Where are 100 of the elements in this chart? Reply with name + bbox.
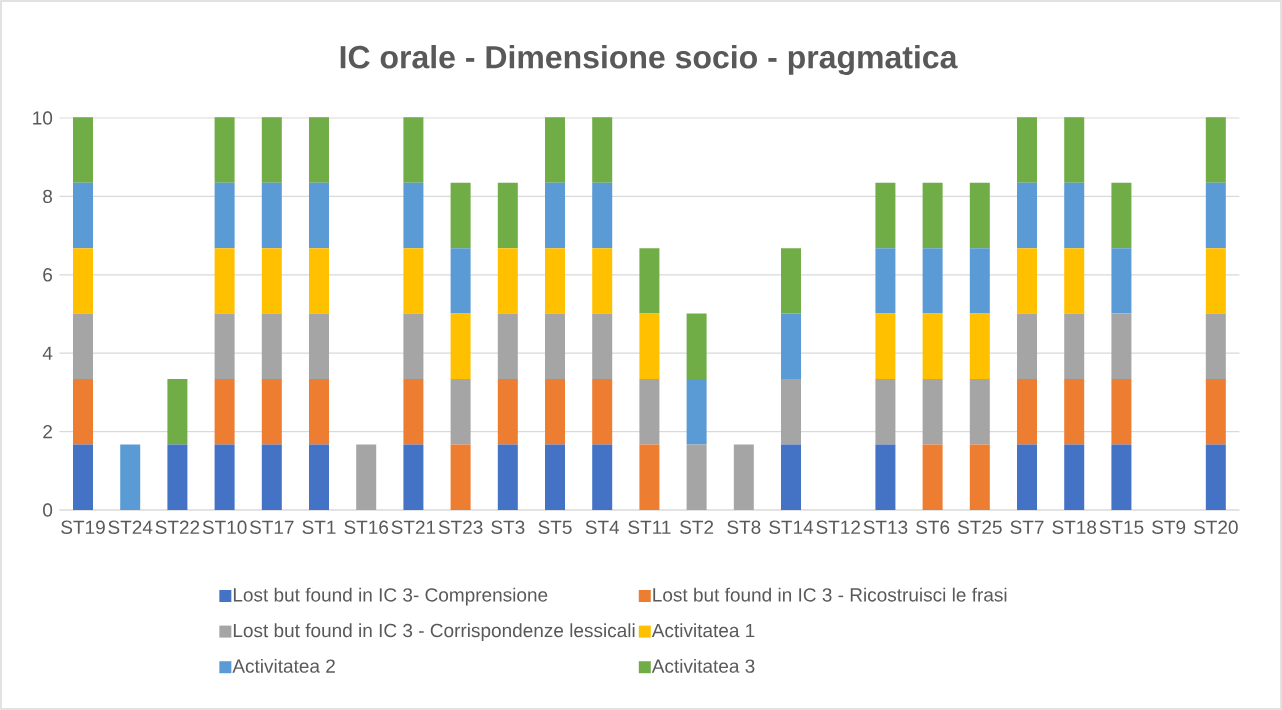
bar [309, 313, 329, 380]
bar [592, 379, 613, 445]
bar [545, 248, 566, 314]
bar [922, 182, 943, 249]
x-tick-label: ST25 [957, 520, 1002, 534]
bar [261, 313, 282, 380]
bar [1111, 182, 1132, 249]
bar [1017, 117, 1038, 183]
bar [592, 313, 613, 380]
x-tick-label: ST9 [1152, 520, 1186, 534]
bar [261, 248, 282, 314]
bar [1205, 379, 1226, 445]
bar [1064, 117, 1085, 183]
bar [309, 248, 329, 314]
bar [1205, 248, 1226, 314]
bar [639, 248, 660, 314]
bar [1064, 313, 1085, 380]
x-tick-label: ST12 [816, 520, 860, 534]
bar [497, 248, 518, 314]
bar [922, 379, 943, 445]
bar [1017, 379, 1038, 445]
bar [214, 117, 235, 183]
x-tick-label: ST22 [155, 520, 200, 534]
x-tick-label: ST18 [1052, 520, 1097, 534]
bar [450, 444, 471, 510]
legend-label: Lost but found in IC 3 - Ricostruisci le frasi [653, 587, 1007, 602]
x-tick-label: ST1 [302, 520, 336, 534]
x-tick-label: ST7 [1010, 520, 1044, 534]
bar [73, 182, 93, 249]
bar [356, 444, 377, 510]
bar [781, 379, 802, 445]
bar [1205, 117, 1226, 183]
bar [1111, 379, 1132, 445]
x-tick-label: ST3 [491, 520, 525, 534]
bar [309, 379, 329, 445]
bar [1064, 444, 1085, 510]
bar [639, 313, 660, 380]
bar [214, 248, 235, 314]
bar [1064, 379, 1085, 445]
bar [450, 182, 471, 249]
x-tick-label: ST23 [438, 520, 483, 534]
x-tick-label: ST15 [1099, 520, 1144, 534]
x-tick-label: ST24 [108, 520, 153, 534]
bar [545, 444, 566, 510]
x-tick-label: ST6 [916, 520, 950, 534]
y-tick-label: 4 [42, 346, 53, 360]
bar [969, 248, 990, 314]
x-tick-label: ST8 [727, 520, 761, 534]
bar [545, 379, 566, 445]
bar [639, 379, 660, 445]
bar [875, 248, 896, 314]
bar [1064, 182, 1085, 249]
bar [875, 379, 896, 445]
bar [403, 313, 424, 380]
bar [214, 182, 235, 249]
bar [120, 444, 141, 510]
bar [497, 313, 518, 380]
bar [1205, 444, 1226, 510]
bar [969, 313, 990, 380]
x-tick-label: ST11 [628, 520, 671, 534]
legend-label: Lost but found in IC 3 - Corrispondenze lessicali [233, 623, 635, 641]
bar [545, 313, 566, 380]
bar [450, 313, 471, 380]
bar [309, 182, 329, 249]
bar [1111, 313, 1132, 380]
bar [686, 379, 707, 445]
bar [922, 444, 943, 510]
bar [1111, 248, 1132, 314]
x-tick-label: ST2 [680, 520, 714, 534]
bar [875, 444, 896, 510]
bar [73, 248, 93, 314]
bar [1111, 444, 1132, 510]
bar [1017, 313, 1038, 380]
bar [781, 444, 802, 510]
bar [969, 379, 990, 445]
bar [309, 117, 329, 183]
bar [403, 379, 424, 445]
legend-label: Activitatea 2 [232, 658, 335, 673]
x-tick-label: ST19 [61, 520, 105, 534]
bar [497, 379, 518, 445]
bar [969, 444, 990, 510]
bar [592, 117, 613, 183]
bar [73, 444, 93, 510]
bar [214, 444, 235, 510]
bar [167, 379, 188, 445]
bar [261, 379, 282, 445]
bar [497, 182, 518, 249]
bar [403, 117, 424, 183]
bar [1205, 313, 1226, 380]
bar [1017, 182, 1038, 249]
bar [875, 313, 896, 380]
bar [167, 444, 188, 510]
bar [403, 444, 424, 510]
x-tick-label: ST5 [538, 520, 572, 534]
bar [922, 313, 943, 380]
bar [73, 117, 93, 183]
bar [73, 379, 93, 445]
x-tick-label: ST17 [249, 520, 294, 534]
y-tick-label: 0 [43, 503, 53, 517]
y-tick-label: 2 [43, 424, 52, 439]
